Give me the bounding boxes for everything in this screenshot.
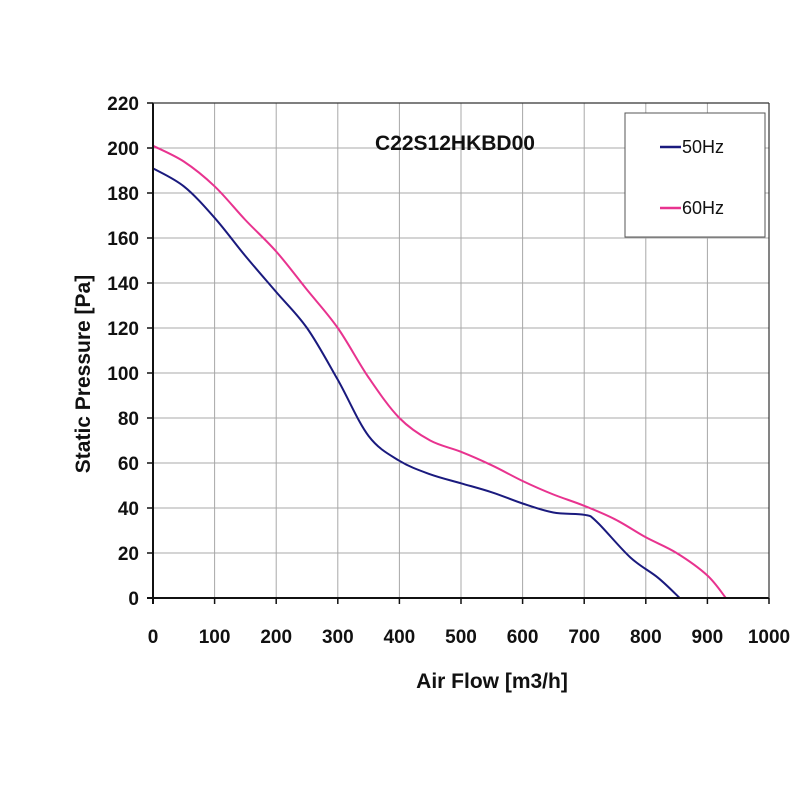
y-tick-label-160: 160 — [107, 229, 139, 250]
y-tick-label-40: 40 — [118, 499, 139, 520]
y-tick-label-140: 140 — [107, 274, 139, 295]
legend-label-50hz: 50Hz — [682, 137, 724, 157]
x-tick-label-500: 500 — [445, 627, 477, 648]
x-axis-title: Air Flow [m3/h] — [416, 670, 568, 693]
chart-title: C22S12HKBD00 — [375, 132, 535, 155]
y-axis-title: Static Pressure [Pa] — [72, 275, 95, 473]
axes — [147, 102, 770, 604]
y-tick-label-60: 60 — [118, 454, 139, 475]
y-tick-label-100: 100 — [107, 364, 139, 385]
legend-label-60hz: 60Hz — [682, 198, 724, 218]
grid-lines — [153, 102, 770, 598]
x-tick-label-900: 900 — [692, 627, 724, 648]
x-tick-label-700: 700 — [568, 627, 600, 648]
y-tick-label-220: 220 — [107, 94, 139, 115]
x-tick-label-300: 300 — [322, 627, 354, 648]
y-tick-label-180: 180 — [107, 184, 139, 205]
x-tick-label-0: 0 — [148, 627, 159, 648]
legend-box — [624, 112, 766, 238]
x-tick-label-400: 400 — [384, 627, 416, 648]
series-lines — [152, 144, 727, 599]
x-tick-label-200: 200 — [260, 627, 292, 648]
tick-labels: 0 100 200 300 400 500 600 700 800 900 1000 0 20 40 60 8… — [107, 94, 790, 648]
x-tick-label-1000: 1000 — [748, 627, 790, 648]
x-tick-label-100: 100 — [199, 627, 231, 648]
legend: 50Hz 60Hz — [624, 112, 766, 238]
x-tick-label-600: 600 — [507, 627, 539, 648]
y-tick-label-0: 0 — [128, 589, 139, 610]
series-line-50hz — [152, 167, 681, 599]
y-tick-label-80: 80 — [118, 409, 139, 430]
x-tick-label-800: 800 — [630, 627, 662, 648]
series-line-60hz — [152, 144, 727, 599]
y-tick-label-200: 200 — [107, 139, 139, 160]
y-tick-label-20: 20 — [118, 544, 139, 565]
y-tick-label-120: 120 — [107, 319, 139, 340]
